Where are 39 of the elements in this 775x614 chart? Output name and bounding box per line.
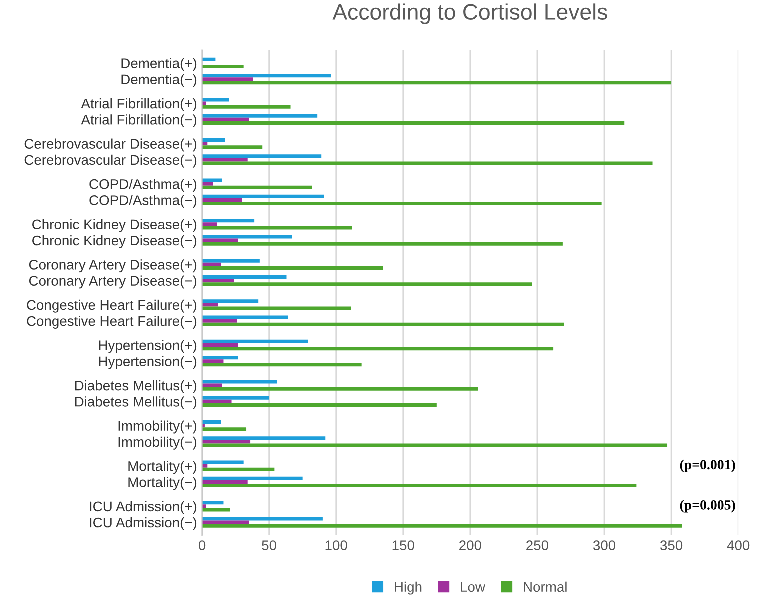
x-tick-label: 200 — [460, 540, 482, 550]
annotation: (p=0.001) — [680, 460, 736, 472]
y-tick-label: Dementia(−) — [122, 74, 197, 88]
x-tick-label: 350 — [660, 540, 683, 550]
y-tick-label: Atrial Fibrillation(−) — [81, 114, 197, 128]
y-tick-label: ICU Admission(−) — [90, 517, 197, 530]
y-tick-label: Chronic Kidney Disease(+) — [32, 219, 197, 232]
x-tick-label: 250 — [526, 540, 549, 550]
y-tick-label: Hypertension(+) — [99, 340, 197, 354]
legend-label: Normal — [524, 582, 567, 592]
y-tick-label: ICU Admission(+) — [90, 501, 197, 514]
x-tick-label: 50 — [262, 540, 276, 550]
y-tick-label: Hypertension(−) — [99, 356, 197, 370]
x-tick-label: 400 — [727, 540, 750, 550]
y-tick-label: COPD/Asthma(+) — [90, 179, 197, 192]
y-tick-label: Coronary Artery Disease(+) — [29, 260, 197, 273]
y-tick-label: Congestive Heart Failure(−) — [27, 316, 197, 329]
y-tick-label: Mortality(−) — [128, 477, 197, 490]
y-tick-label: Chronic Kidney Disease(−) — [32, 235, 197, 248]
y-tick-label: Mortality(+) — [128, 461, 197, 474]
y-tick-label: Immobility(−) — [118, 436, 197, 450]
y-tick-label: Congestive Heart Failure(+) — [27, 300, 197, 313]
legend-label: Low — [461, 582, 486, 592]
y-tick-label: Coronary Artery Disease(−) — [29, 276, 197, 289]
chart-title: According to Cortisol Levels — [332, 4, 608, 24]
legend-label: High — [395, 582, 422, 595]
x-tick-label: 300 — [593, 540, 616, 550]
x-tick-label: 100 — [326, 540, 348, 550]
x-tick-label: 0 — [198, 540, 206, 550]
y-tick-label: Atrial Fibrillation(+) — [81, 98, 197, 112]
y-tick-label: Diabetes Mellitus(−) — [75, 396, 197, 410]
x-tick-label: 150 — [392, 540, 414, 550]
y-tick-label: Diabetes Mellitus(+) — [75, 380, 197, 394]
y-tick-label: Cerebrovascular Disease(+) — [24, 138, 197, 152]
y-tick-label: Cerebrovascular Disease(−) — [24, 154, 197, 168]
annotation: (p=0.005) — [680, 500, 736, 513]
y-tick-label: Immobility(+) — [118, 420, 197, 434]
y-tick-label: Dementia(+) — [122, 58, 197, 72]
y-tick-label: COPD/Asthma(−) — [90, 195, 197, 208]
